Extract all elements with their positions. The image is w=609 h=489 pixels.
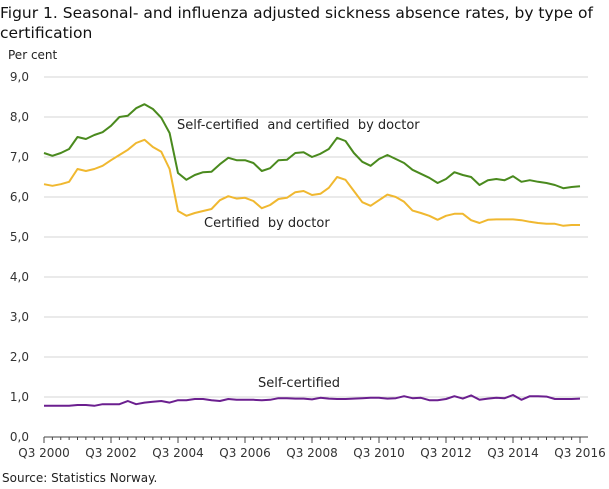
series-line-doctor [43,138,580,227]
chart-title: Figur 1. Seasonal- and influenza adjuste… [0,4,593,42]
x-tick-label: Q3 2004 [152,446,203,460]
series-line-self-and-doctor [43,103,581,190]
y-tick-label: 6,0 [10,190,29,204]
y-axis-unit-label: Per cent [8,48,58,62]
series-label-doctor: Certified by doctor [204,216,330,231]
y-tick-label: 2,0 [10,350,29,364]
y-tick-label: 9,0 [10,70,29,84]
x-tick-label: Q3 2012 [420,446,471,460]
source-note: Source: Statistics Norway. [2,471,158,485]
series-line-self [44,394,581,407]
x-tick-label: Q3 2008 [286,446,337,460]
x-axis: Q3 2000 Q3 2002 Q3 2004 Q3 2006 Q3 2008 Q3 20… [18,436,606,460]
series-labels: Self-certified and certified by doctor Ce… [177,118,420,391]
x-tick-label: Q3 2016 [554,446,605,460]
y-tick-label: 0,0 [10,430,29,444]
y-tick-label: 3,0 [10,310,29,324]
x-tick-label: Q3 2014 [487,446,538,460]
x-tick-label: Q3 2010 [353,446,404,460]
y-tick-label: 7,0 [10,150,29,164]
series-label-self-and-doctor: Self-certified and certified by doctor [177,118,420,133]
x-tick-label: Q3 2000 [18,446,69,460]
series-lines [43,103,581,407]
y-tick-label: 5,0 [10,230,29,244]
series-label-self: Self-certified [258,376,340,391]
y-axis-ticks: 0,0 1,0 2,0 3,0 4,0 5,0 6,0 7,0 8,0 9,0 [10,70,29,444]
y-tick-label: 1,0 [10,390,29,404]
y-tick-label: 4,0 [10,270,29,284]
gridlines [44,76,588,398]
y-tick-label: 8,0 [10,110,29,124]
x-tick-label: Q3 2002 [85,446,136,460]
x-tick-label: Q3 2006 [219,446,270,460]
